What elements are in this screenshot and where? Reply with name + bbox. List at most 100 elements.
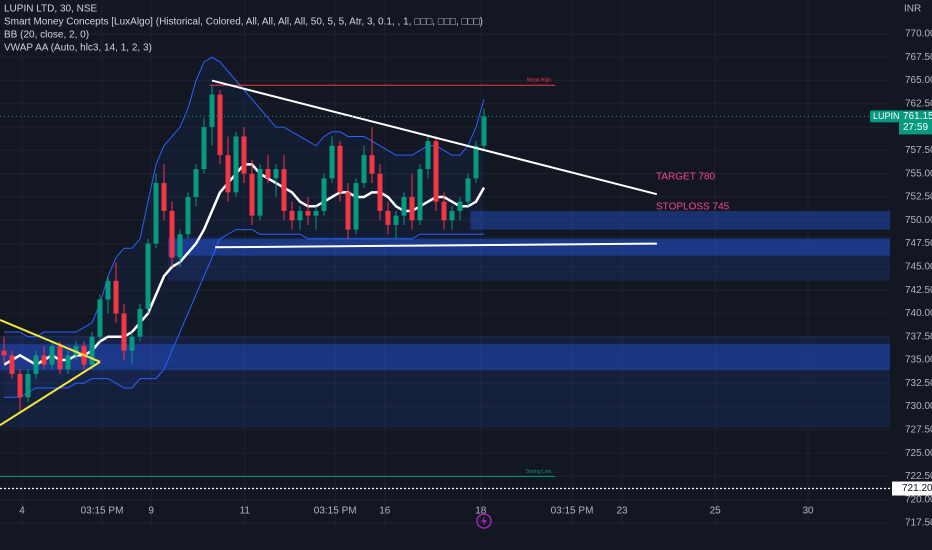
candle-body: [33, 355, 39, 374]
x-tick-label: 4: [19, 506, 25, 517]
level-label: Weak High: [527, 78, 552, 84]
candle-body: [193, 169, 199, 197]
x-tick-label: 9: [148, 506, 154, 517]
candle-body: [369, 155, 375, 174]
y-tick-label: 745.00: [905, 261, 932, 272]
y-tick-label: 722.50: [905, 471, 932, 482]
candle-body: [297, 210, 303, 221]
x-tick-label: 03:15 PM: [551, 506, 594, 517]
order-block: [0, 335, 890, 428]
countdown-label: 27:59: [903, 122, 928, 133]
candle-body: [121, 313, 127, 351]
band-line: [4, 229, 484, 398]
candle-body: [161, 183, 167, 211]
candle-body: [137, 308, 143, 337]
x-tick-label: 16: [379, 506, 391, 517]
candle-body: [353, 183, 359, 230]
last-price-label: 761.15: [903, 111, 932, 122]
currency: INR: [904, 4, 921, 15]
indicator-line: Smart Money Concepts [LuxAlgo] (Historic…: [4, 17, 483, 28]
candle-body: [153, 183, 159, 244]
candle-body: [289, 210, 295, 221]
candle-body: [249, 173, 255, 216]
candle-body: [105, 280, 111, 300]
x-tick-label: 18: [475, 506, 487, 517]
candle-body: [473, 145, 479, 179]
candle-body: [425, 141, 431, 170]
annotation: STOPLOSS 745: [656, 202, 730, 213]
y-tick-label: 732.50: [905, 378, 932, 389]
trendline: [211, 79, 658, 196]
candle-body: [201, 127, 207, 170]
indicator-line: BB (20, close, 2, 0): [4, 30, 89, 41]
candle-body: [361, 155, 367, 184]
order-block: [0, 344, 890, 371]
trendline: [0, 361, 101, 427]
y-tick-label: 747.50: [905, 238, 932, 249]
trendline: [215, 242, 657, 249]
band-line: [4, 56, 485, 338]
candle-body: [97, 299, 103, 337]
x-tick-label: 25: [710, 506, 722, 517]
candle-body: [9, 355, 15, 374]
candle-body: [233, 136, 239, 193]
candle-body: [401, 196, 407, 216]
candle-body: [313, 210, 319, 216]
icon-bolt[interactable]: [481, 516, 487, 526]
y-tick-label: 765.00: [905, 75, 932, 86]
candle-body: [433, 141, 439, 202]
replay-icon[interactable]: [476, 513, 492, 529]
y-tick-label: 750.00: [905, 215, 932, 226]
y-tick-label: 717.50: [905, 518, 932, 529]
candle-body: [217, 94, 223, 156]
candle-body: [177, 234, 183, 258]
y-tick-label: 725.00: [905, 448, 932, 459]
y-tick-label: 762.50: [905, 98, 932, 109]
candle-body: [393, 215, 399, 225]
x-tick-label: 03:15 PM: [314, 506, 357, 517]
candle-body: [281, 169, 287, 211]
candle-body: [345, 192, 351, 230]
candle-body: [113, 280, 119, 314]
candle-body: [169, 210, 175, 258]
symbol-line: LUPIN LTD, 30, NSE: [4, 4, 98, 15]
candle-body: [49, 346, 55, 365]
y-tick-label: 755.00: [905, 168, 932, 179]
candle-body: [465, 178, 471, 202]
candle-body: [377, 173, 383, 211]
icon-ring[interactable]: [476, 513, 492, 529]
y-tick-label: 770.00: [905, 29, 932, 40]
candle-body: [449, 210, 455, 221]
annotation: TARGET 780: [656, 172, 716, 183]
candle-body: [73, 346, 79, 356]
y-tick-label: 735.00: [905, 355, 932, 366]
candle-body: [409, 196, 415, 221]
indicator-line: VWAP AA (Auto, hlc3, 14, 1, 2, 3): [4, 43, 152, 54]
y-tick-label: 752.50: [905, 192, 932, 203]
y-tick-label: 727.50: [905, 424, 932, 435]
candle-body: [321, 178, 327, 211]
candle-body: [185, 196, 191, 235]
candle-body: [1, 350, 7, 356]
order-block: [470, 210, 890, 230]
candle-body: [441, 201, 447, 221]
candle-body: [481, 116, 487, 146]
y-tick-label: 737.50: [905, 331, 932, 342]
order-block: [168, 238, 890, 256]
symbol-label: LUPIN: [873, 111, 900, 121]
x-tick-label: 23: [616, 506, 628, 517]
x-tick-label: 03:15 PM: [81, 506, 124, 517]
candle-body: [241, 136, 247, 174]
candle-body: [385, 210, 391, 225]
price-box-label: 721.20: [902, 483, 932, 494]
candle-body: [225, 155, 231, 193]
last-price-box: [899, 110, 932, 135]
candle-body: [89, 336, 95, 365]
y-tick-label: 757.50: [905, 145, 932, 156]
candle-body: [329, 145, 335, 179]
candle-body: [305, 210, 311, 216]
candle-body: [25, 373, 31, 398]
candle-body: [209, 94, 215, 128]
y-tick-label: 742.50: [905, 285, 932, 296]
